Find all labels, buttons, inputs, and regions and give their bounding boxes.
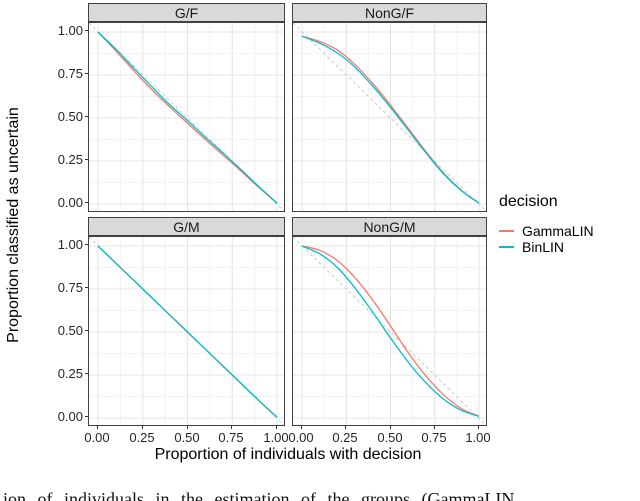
y-axis-title: Proportion classified as uncertain — [5, 107, 22, 343]
y-tick-label: 0.25 — [57, 152, 83, 167]
tick-mark — [85, 73, 88, 74]
binlin-line-key-icon — [499, 245, 514, 248]
gammalin-line-key-icon — [499, 229, 514, 232]
series-line-gammalin — [97, 31, 278, 204]
tick-mark — [301, 426, 302, 429]
x-tick-label: 0.50 — [377, 430, 403, 445]
legend-entry-binlin: BinLIN — [499, 238, 594, 255]
y-tick-label: 0.50 — [57, 323, 83, 338]
series-line-binlin — [97, 245, 278, 418]
panel-nongf — [292, 22, 487, 212]
facet-strip-label: G/M — [173, 218, 200, 235]
tick-mark — [187, 426, 188, 429]
tick-mark — [85, 416, 88, 417]
x-tick-label: 0.25 — [129, 430, 155, 445]
legend-entry-label: BinLIN — [522, 238, 565, 255]
tick-mark — [390, 426, 391, 429]
facet-strip-gf: G/F — [88, 3, 285, 22]
panel-gm — [88, 236, 285, 426]
y-tick-label: 0.25 — [57, 366, 83, 381]
facet-strip-nongm: NonG/M — [292, 217, 487, 236]
facet-strip-label: NonG/F — [364, 4, 414, 21]
tick-mark — [85, 330, 88, 331]
legend-title: decision — [499, 193, 558, 210]
facet-strip-nongf: NonG/F — [292, 3, 487, 22]
y-tick-label: 0.00 — [57, 195, 83, 210]
legend-entry-label: GammaLIN — [522, 222, 594, 239]
y-tick-label: 0.50 — [57, 109, 83, 124]
tick-mark — [434, 426, 435, 429]
x-tick-label: 0.00 — [288, 430, 314, 445]
series-line-binlin — [301, 35, 480, 204]
y-tick-label: 0.75 — [57, 280, 83, 295]
series-line-gammalin — [301, 245, 480, 417]
legend-entry-gammalin: GammaLIN — [499, 222, 594, 239]
x-tick-label: 0.75 — [421, 430, 447, 445]
tick-mark — [85, 373, 88, 374]
series-line-binlin — [97, 31, 278, 204]
y-tick-label: 0.75 — [57, 66, 83, 81]
x-tick-label: 0.00 — [84, 430, 110, 445]
x-tick-label: 0.50 — [174, 430, 200, 445]
legend: decision GammaLIN BinLIN — [499, 193, 594, 255]
facet-strip-gm: G/M — [88, 217, 285, 236]
x-tick-label: 1.00 — [465, 430, 491, 445]
tick-mark — [85, 287, 88, 288]
tick-mark — [85, 116, 88, 117]
tick-mark — [142, 426, 143, 429]
tick-mark — [85, 244, 88, 245]
tick-mark — [85, 159, 88, 160]
panel-gf — [88, 22, 285, 212]
x-axis-title: Proportion of individuals with decision — [154, 446, 422, 463]
x-tick-label: 0.75 — [218, 430, 244, 445]
y-tick-label: 1.00 — [57, 237, 83, 252]
facet-strip-label: NonG/M — [363, 218, 416, 235]
series-line-binlin — [301, 245, 480, 417]
tick-mark — [97, 426, 98, 429]
tick-mark — [231, 426, 232, 429]
tick-mark — [276, 426, 277, 429]
caption-fragment: ion of individuals in the estimation of … — [3, 489, 515, 501]
tick-mark — [345, 426, 346, 429]
panel-nongm — [292, 236, 487, 426]
x-tick-label: 1.00 — [263, 430, 289, 445]
x-tick-label: 0.25 — [332, 430, 358, 445]
facet-strip-label: G/F — [174, 4, 199, 21]
tick-mark — [85, 30, 88, 31]
y-tick-label: 1.00 — [57, 23, 83, 38]
tick-mark — [478, 426, 479, 429]
y-tick-label: 0.00 — [57, 409, 83, 424]
tick-mark — [85, 202, 88, 203]
